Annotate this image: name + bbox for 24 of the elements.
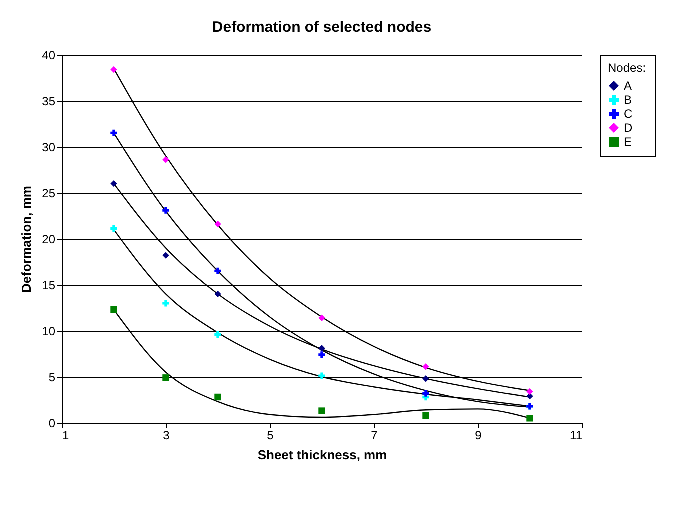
y-tick-label: 35 [42, 94, 56, 108]
x-tick-label: 7 [371, 428, 378, 442]
legend-label: B [624, 93, 632, 107]
y-tick-label: 20 [42, 232, 56, 246]
x-tick-label: 3 [163, 428, 170, 442]
legend-title: Nodes: [608, 61, 646, 75]
y-tick-label: 30 [42, 140, 56, 154]
legend-label: C [624, 107, 633, 121]
chart-title: Deformation of selected nodes [212, 19, 432, 36]
legend-label: A [624, 79, 632, 93]
y-axis-title: Deformation, mm [19, 186, 34, 293]
y-tick-label: 5 [48, 370, 56, 384]
x-axis-title: Sheet thickness, mm [258, 448, 388, 462]
y-tick-label: 25 [42, 186, 56, 200]
x-tick-label: 9 [475, 428, 482, 442]
legend-label: E [624, 135, 632, 149]
x-tick-label: 5 [267, 428, 274, 442]
x-tick-label: 1 [62, 428, 70, 442]
y-tick-label: 0 [48, 416, 56, 430]
y-tick-label: 10 [42, 324, 56, 338]
legend-label: D [624, 121, 633, 135]
x-tick-label: 11 [570, 428, 583, 442]
y-tick-label: 40 [42, 48, 56, 62]
y-tick-label: 15 [42, 278, 56, 292]
